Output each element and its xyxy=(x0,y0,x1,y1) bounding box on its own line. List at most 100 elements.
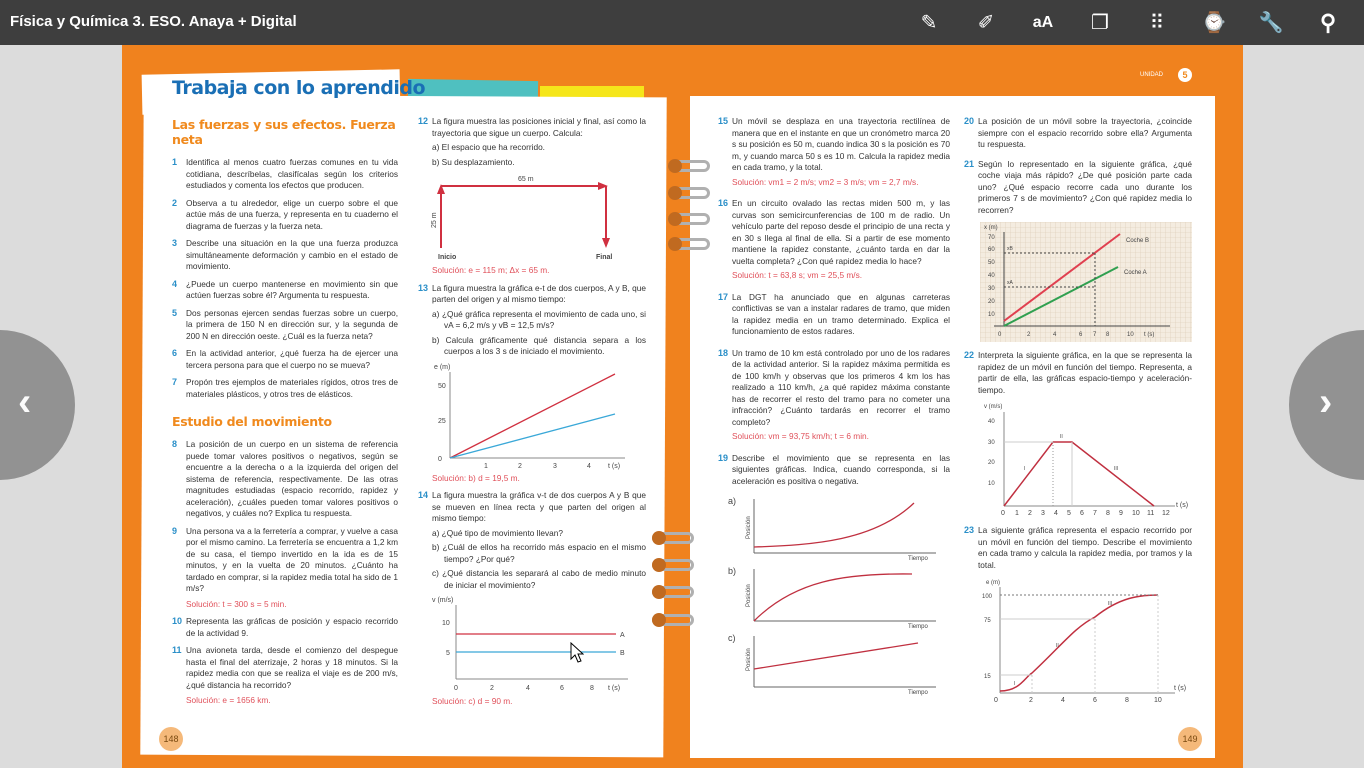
svg-text:v (m/s): v (m/s) xyxy=(984,404,1002,410)
app-title: Física y Química 3. ESO. Anaya + Digital xyxy=(10,13,297,30)
svg-text:70: 70 xyxy=(988,235,995,241)
svg-text:Tiempo: Tiempo xyxy=(908,690,928,696)
svg-text:xA: xA xyxy=(1007,280,1014,286)
previous-page-button[interactable]: ‹ xyxy=(0,330,75,480)
svg-text:60: 60 xyxy=(988,247,995,253)
exercise-4: 4 ¿Puede un cuerpo mantenerse en movimien… xyxy=(172,278,398,301)
svg-text:Tiempo: Tiempo xyxy=(908,556,928,562)
right-page xyxy=(690,96,1215,758)
svg-text:10: 10 xyxy=(1154,697,1162,704)
exercise-6: 6 En la actividad anterior, ¿qué fuerza h… xyxy=(172,348,398,370)
svg-text:100: 100 xyxy=(982,594,993,600)
svg-text:t (s): t (s) xyxy=(608,463,620,470)
exercise-3: 3 Describe una situación en la que una fu… xyxy=(172,238,398,271)
svg-text:30: 30 xyxy=(988,286,995,292)
svg-text:25: 25 xyxy=(438,418,446,425)
pencil-outline-icon[interactable]: ✎ xyxy=(920,12,938,34)
solution-14: Solución: c) d = 90 m. xyxy=(432,696,513,706)
search-icon[interactable]: ⚲ xyxy=(1319,10,1337,35)
svg-text:c): c) xyxy=(728,633,736,643)
svg-text:0: 0 xyxy=(454,685,458,692)
section-heading-forces: Las fuerzas y sus efectos. Fuerza neta xyxy=(172,117,396,147)
et-graph-13: e (m) 0 25 50 1 2 3 4 t (s) xyxy=(434,364,625,470)
svg-text:Inicio: Inicio xyxy=(438,254,456,261)
solution-12: Solución: e = 115 m; Δx = 65 m. xyxy=(432,265,550,275)
notes-clip-icon[interactable]: ❐ xyxy=(1091,12,1109,34)
svg-text:v (m/s): v (m/s) xyxy=(432,597,453,604)
svg-text:25 m: 25 m xyxy=(431,212,438,228)
svg-text:8: 8 xyxy=(590,685,594,692)
middle-column: 12 La figura muestra las posiciones inici… xyxy=(418,116,646,708)
svg-text:75: 75 xyxy=(984,618,991,624)
exercise-17: 17 La DGT ha anunciado que en algunas car… xyxy=(718,291,950,337)
svg-text:7: 7 xyxy=(1093,332,1097,338)
right-column-1: 15 Un móvil se desplaza en una trayectori… xyxy=(718,116,950,697)
svg-text:x (m): x (m) xyxy=(984,225,998,231)
exercise-18: 18 Un tramo de 10 km está controlado por … xyxy=(718,347,950,442)
left-column: Las fuerzas y sus efectos. Fuerza neta 1… xyxy=(172,117,398,707)
exercise-14: 14 La figura muestra la gráfica v-t de do… xyxy=(418,490,646,590)
svg-text:Final: Final xyxy=(596,254,612,261)
svg-text:65 m: 65 m xyxy=(518,176,534,183)
page-number-right: 149 xyxy=(1178,727,1202,751)
line-fast xyxy=(449,372,616,459)
font-size-icon[interactable]: aA xyxy=(1032,14,1054,31)
svg-text:III: III xyxy=(1108,601,1112,607)
svg-text:III: III xyxy=(1114,466,1118,472)
top-toolbar: Física y Química 3. ESO. Anaya + Digital… xyxy=(0,0,1364,45)
svg-text:6: 6 xyxy=(560,685,564,692)
svg-text:B: B xyxy=(620,650,625,657)
svg-text:3: 3 xyxy=(1041,510,1045,517)
svg-text:0: 0 xyxy=(994,697,998,704)
exercise-1: 1 Identifica al menos cuatro fuerzas comu… xyxy=(172,157,398,190)
svg-text:0: 0 xyxy=(998,332,1002,338)
svg-text:0: 0 xyxy=(1001,510,1005,517)
svg-text:4: 4 xyxy=(1054,510,1058,517)
wrench-icon[interactable]: 🔧 xyxy=(1258,12,1284,34)
svg-text:10: 10 xyxy=(1132,510,1140,517)
position-graphs-19: a) Posición Tiempo b) Posición Tiempo c)… xyxy=(728,496,936,696)
exercise-15: 15 Un móvil se desplaza en una trayectori… xyxy=(718,116,950,187)
exercise-9: 9 Una persona va a la ferretería a compra… xyxy=(172,525,398,609)
svg-text:6: 6 xyxy=(1080,510,1084,517)
svg-text:I: I xyxy=(1024,466,1025,472)
marker-icon[interactable]: ✐ xyxy=(977,12,995,34)
svg-text:2: 2 xyxy=(1028,510,1032,517)
svg-text:7: 7 xyxy=(1093,510,1097,517)
svg-text:8: 8 xyxy=(1106,510,1110,517)
exercise-23: 23 La siguiente gráfica representa el esp… xyxy=(964,525,1192,570)
download-device-icon[interactable]: ⌚ xyxy=(1201,12,1227,34)
line-slow xyxy=(449,412,616,459)
svg-text:3: 3 xyxy=(553,463,557,470)
unit-number: 5 xyxy=(1178,68,1192,82)
svg-text:40: 40 xyxy=(988,273,995,279)
right-column-2: 20 La posición de un móvil sobre la traye… xyxy=(964,116,1192,705)
solution-13: Solución: b) d = 19,5 m. xyxy=(432,472,520,483)
distance-graph-23: e (m) 15 75 100 I II III 0 2 4 6 8 10 t (s) xyxy=(982,580,1186,704)
next-page-button[interactable]: › xyxy=(1289,330,1364,480)
svg-text:50: 50 xyxy=(438,383,446,390)
position-graph-21: x (m) 10 20 30 40 50 60 70 xB xA 0 2 4 6… xyxy=(980,222,1192,342)
svg-text:Tiempo: Tiempo xyxy=(908,624,928,630)
exercise-2: 2 Observa a tu alrededor, elige un cuerpo… xyxy=(172,197,398,231)
svg-text:8: 8 xyxy=(1125,697,1129,704)
solution-9: Solución: t = 300 s = 5 min. xyxy=(186,598,287,609)
svg-text:4: 4 xyxy=(526,685,530,692)
svg-text:2: 2 xyxy=(1029,697,1033,704)
chevron-right-icon: › xyxy=(1319,380,1333,424)
svg-text:A: A xyxy=(620,632,625,639)
exercise-12: 12 La figura muestra las posiciones inici… xyxy=(418,116,646,167)
svg-text:50: 50 xyxy=(988,260,995,266)
exercise-19: 19 Describe el movimiento que se represen… xyxy=(718,452,950,486)
svg-text:20: 20 xyxy=(988,460,995,466)
exercise-5: 5 Dos personas ejercen sendas fuerzas sob… xyxy=(172,307,398,341)
svg-text:e (m): e (m) xyxy=(986,580,1000,586)
exercise-8: 8 La posición de un cuerpo en un sistema … xyxy=(172,439,398,518)
chevron-left-icon: ‹ xyxy=(18,380,32,424)
exercise-11: 11 Una avioneta tarda, desde el comienzo … xyxy=(172,645,398,705)
svg-text:10: 10 xyxy=(442,620,450,627)
svg-text:t (s): t (s) xyxy=(1144,332,1154,338)
svg-text:11: 11 xyxy=(1147,510,1154,517)
svg-text:II: II xyxy=(1060,434,1063,440)
grid-icon[interactable]: ⠿ xyxy=(1149,12,1165,34)
